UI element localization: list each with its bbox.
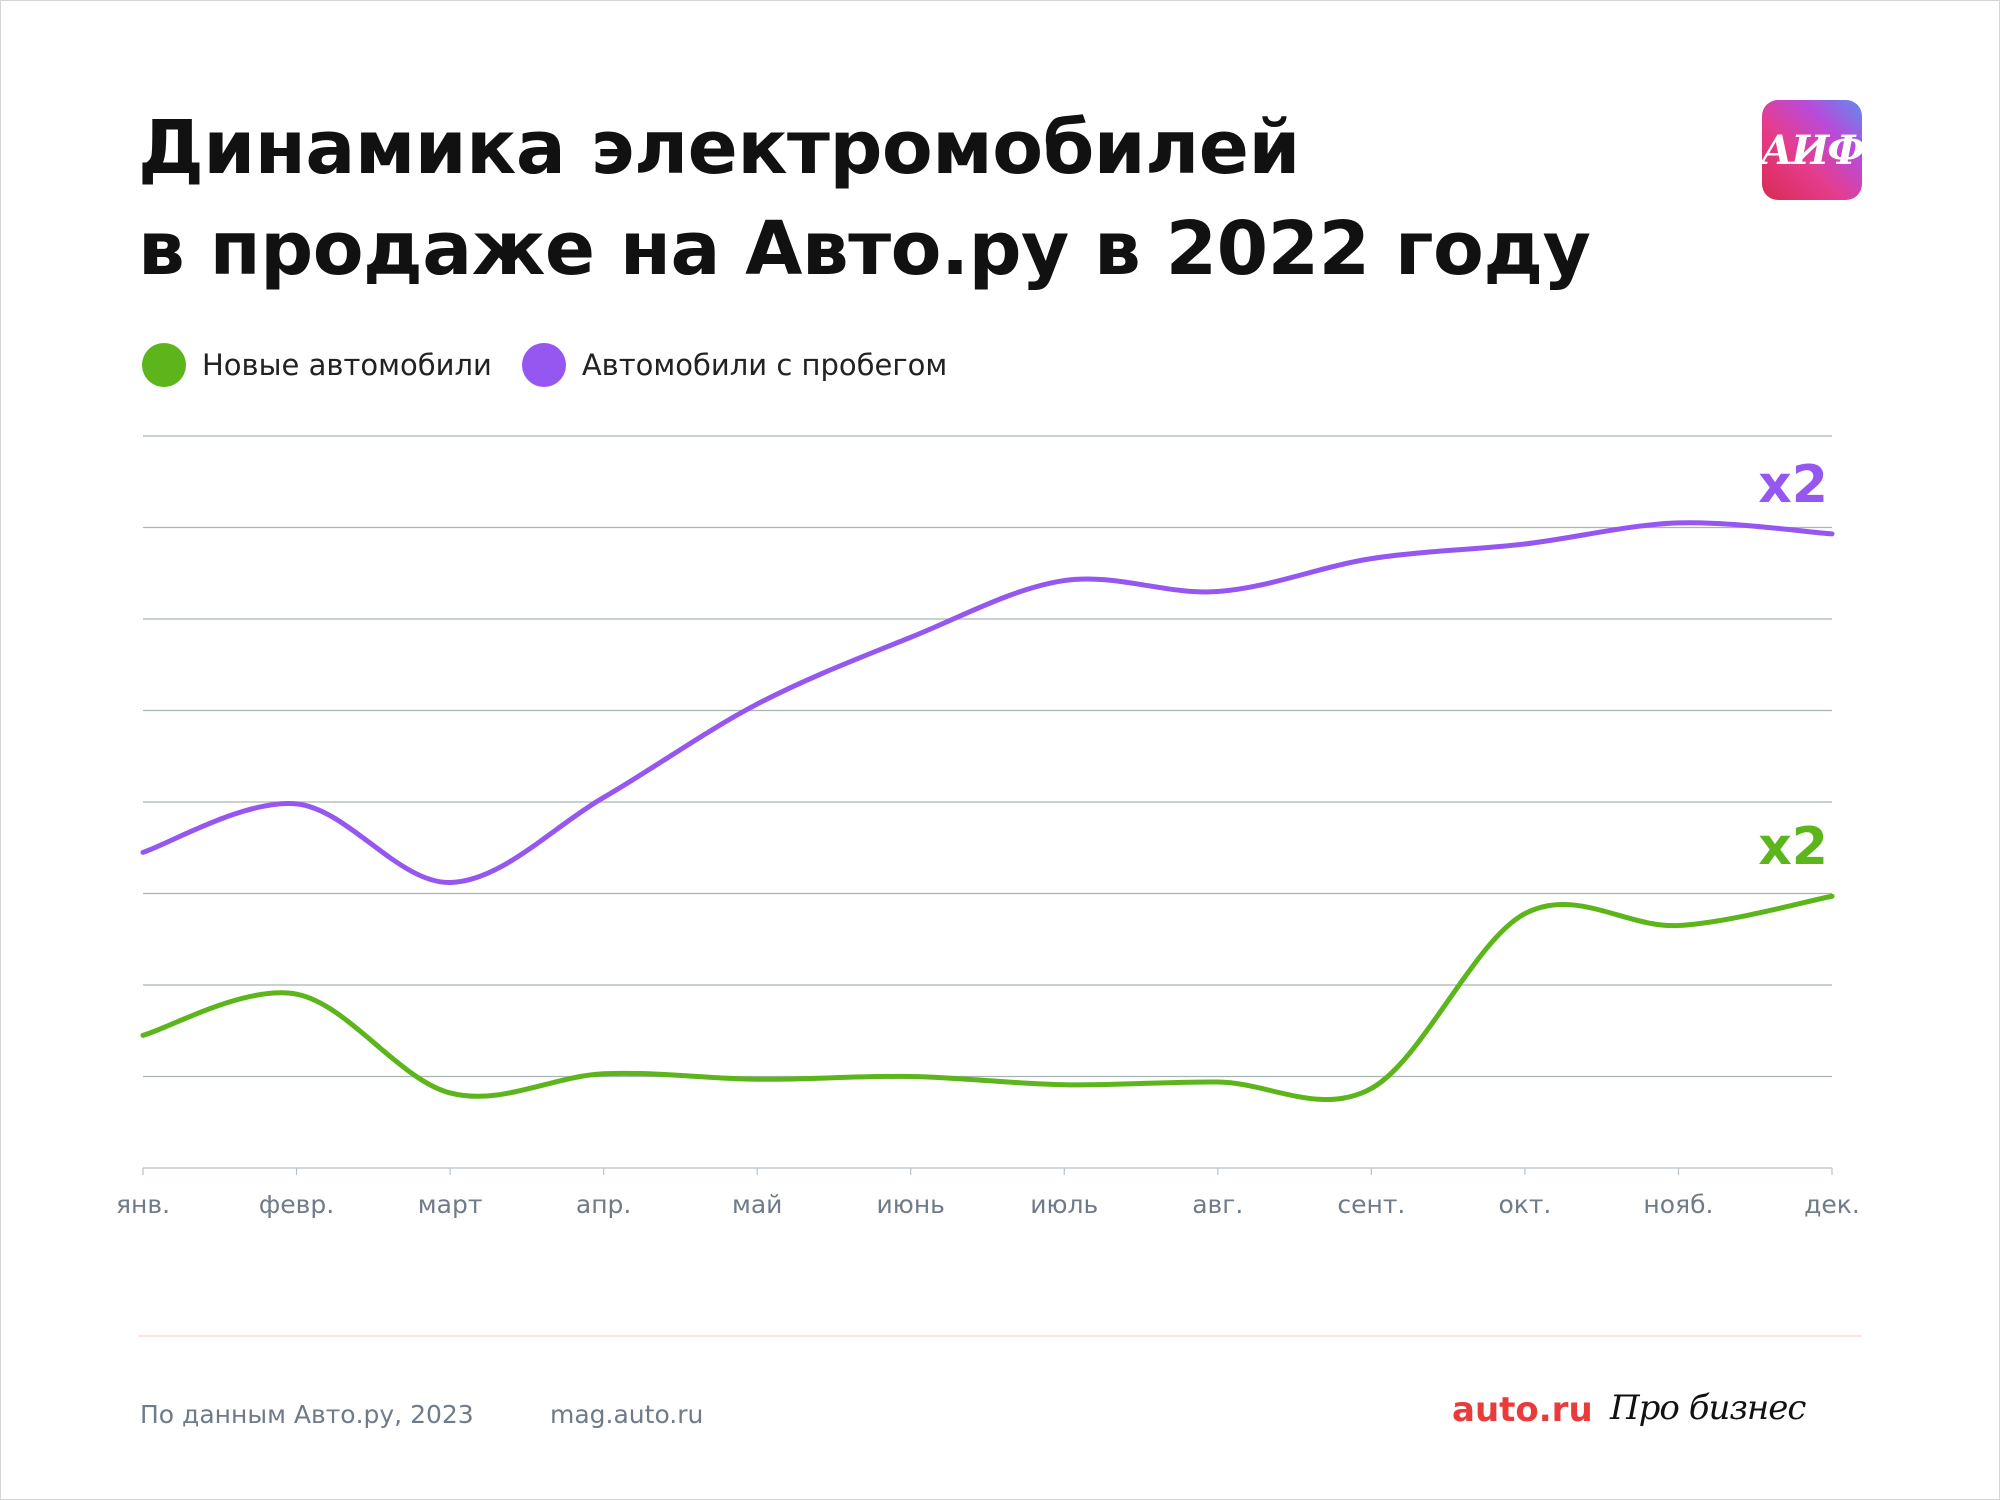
pro-biznes-logo: Про бизнес [1610, 1388, 1806, 1428]
site-link[interactable]: mag.auto.ru [550, 1400, 704, 1429]
line-chart: янв. февр. март апр. май июнь июль авг. сент. окт… [116, 435, 1860, 1219]
chart-title: Динамика электромобилей в продаже на Авт… [138, 98, 1638, 300]
x-tick-label: сент. [1337, 1190, 1405, 1219]
x-tick-label: янв. [116, 1190, 170, 1219]
x-tick-label: дек. [1804, 1190, 1860, 1219]
aif-logo-text: АИФ [1760, 126, 1865, 174]
x-tick-label: май [732, 1190, 782, 1219]
legend-dot-new [142, 343, 186, 387]
auto-ru-logo: auto.ru [1452, 1390, 1593, 1430]
legend: Новые автомобили Автомобили с пробегом [142, 342, 977, 388]
x-tick-label: июнь [877, 1190, 945, 1219]
x-tick-label: февр. [259, 1190, 334, 1219]
aif-logo: АИФ [1760, 100, 1865, 200]
x-tick-label: апр. [576, 1190, 631, 1219]
footer-divider [138, 1335, 1862, 1337]
title-line-2: в продаже на Авто.ру в 2022 году [138, 206, 1591, 292]
legend-item-used: Автомобили с пробегом [521, 343, 948, 387]
series-line-1 [140, 520, 1835, 886]
x-tick-label: окт. [1498, 1190, 1551, 1219]
title-line-1: Динамика электромобилей [138, 105, 1300, 191]
x-tick-label: нояб. [1643, 1190, 1713, 1219]
legend-label-used: Автомобили с пробегом [581, 348, 948, 382]
series-annotation-0: x2 [1758, 817, 1828, 877]
legend-item-new: Новые автомобили [142, 343, 492, 387]
series-line-0 [140, 893, 1835, 1103]
legend-dot-used [521, 343, 566, 387]
x-tick-label: июль [1030, 1190, 1098, 1219]
x-tick-label: март [418, 1190, 483, 1219]
x-tick-label: авг. [1192, 1190, 1243, 1219]
series-annotation-1: x2 [1758, 455, 1828, 515]
legend-label-new: Новые автомобили [202, 348, 492, 382]
source-note: По данным Авто.ру, 2023 [140, 1400, 474, 1429]
